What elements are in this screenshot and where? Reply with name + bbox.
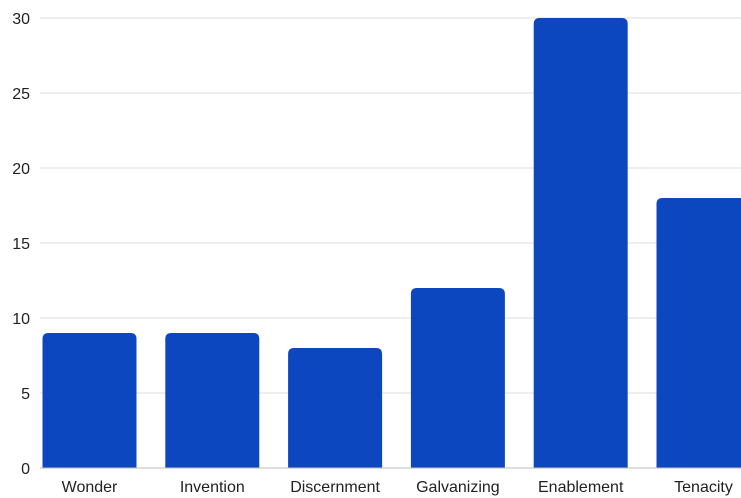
bar-enablement [533, 18, 628, 468]
x-tick-label: Invention [180, 479, 245, 496]
x-tick-label: Wonder [62, 479, 118, 496]
bars [42, 18, 741, 468]
bar-tenacity [656, 198, 741, 468]
y-tick-label: 25 [12, 86, 30, 103]
gridlines [40, 17, 741, 394]
y-tick-label: 15 [12, 236, 30, 253]
x-tick-label: Discernment [290, 479, 380, 496]
y-tick-label: 0 [21, 461, 30, 478]
x-tick-label: Tenacity [674, 479, 733, 496]
y-tick-label: 10 [12, 311, 30, 328]
y-tick-label: 20 [12, 161, 30, 178]
bar-discernment [288, 348, 383, 468]
y-tick-label: 5 [21, 386, 30, 403]
y-axis-tick-labels: 0 5 10 15 20 25 30 [12, 11, 30, 478]
x-tick-label: Galvanizing [416, 479, 500, 496]
bar-invention [165, 333, 260, 468]
x-axis-category-labels: Wonder Invention Discernment Galvanizing Ena… [62, 479, 733, 496]
y-tick-label: 30 [12, 11, 30, 28]
bar-wonder [42, 333, 137, 468]
x-tick-label: Enablement [538, 479, 624, 496]
bar-galvanizing [410, 288, 505, 468]
